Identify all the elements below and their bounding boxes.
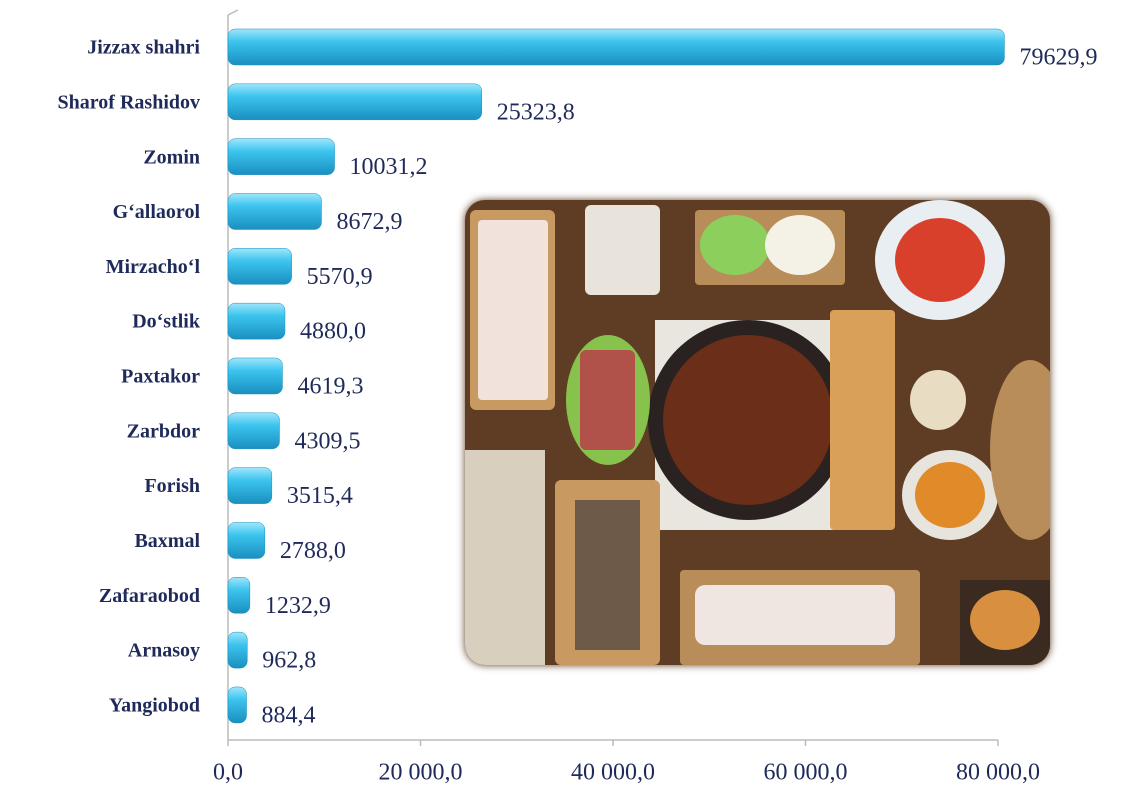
value-label: 3515,4 [287,483,353,509]
bar [227,522,266,559]
value-label: 25323,8 [497,99,575,125]
x-tick-label: 80 000,0 [956,760,1040,785]
value-label: 4309,5 [294,428,360,454]
bar [227,28,1005,66]
value-label: 4619,3 [297,373,363,399]
x-tick-label: 20 000,0 [379,760,463,785]
category-label: Zarbdor [127,420,200,442]
photo [465,200,1050,665]
category-label: Do‘stlik [132,311,201,333]
bar [227,138,335,175]
x-tick-label: 60 000,0 [764,760,848,785]
value-label: 1232,9 [265,593,331,619]
bar [227,302,286,340]
category-label: Zafaraobod [99,585,200,607]
value-label: 4880,0 [300,319,366,345]
bar [227,577,251,614]
value-label: 8672,9 [336,209,402,235]
x-tick-label: 0,0 [213,760,243,785]
value-label: 884,4 [262,702,316,728]
category-label: Zomin [143,146,200,168]
category-label: Yangiobod [109,695,200,717]
category-label: Baxmal [134,530,200,552]
value-label: 962,8 [262,648,316,674]
value-label: 79629,9 [1019,45,1097,71]
value-label: 10031,2 [350,154,428,180]
bar [227,412,280,450]
category-label: Mirzacho‘l [106,256,201,278]
bar [227,193,322,230]
category-label: Jizzax shahri [87,37,200,59]
category-label: Arnasoy [128,640,200,662]
x-tick-label: 40 000,0 [571,760,655,785]
category-label: Sharof Rashidov [58,91,200,113]
y-axis-top [227,9,239,16]
bar [227,686,247,724]
category-label: G‘allaorol [113,201,201,223]
value-label: 2788,0 [280,538,346,564]
bar [227,631,248,669]
bar [227,83,482,121]
category-label: Paxtakor [121,366,200,388]
value-label: 5570,9 [307,264,373,290]
bar [227,357,283,395]
category-label: Forish [144,475,200,497]
bar [227,467,273,504]
bar [227,248,292,285]
